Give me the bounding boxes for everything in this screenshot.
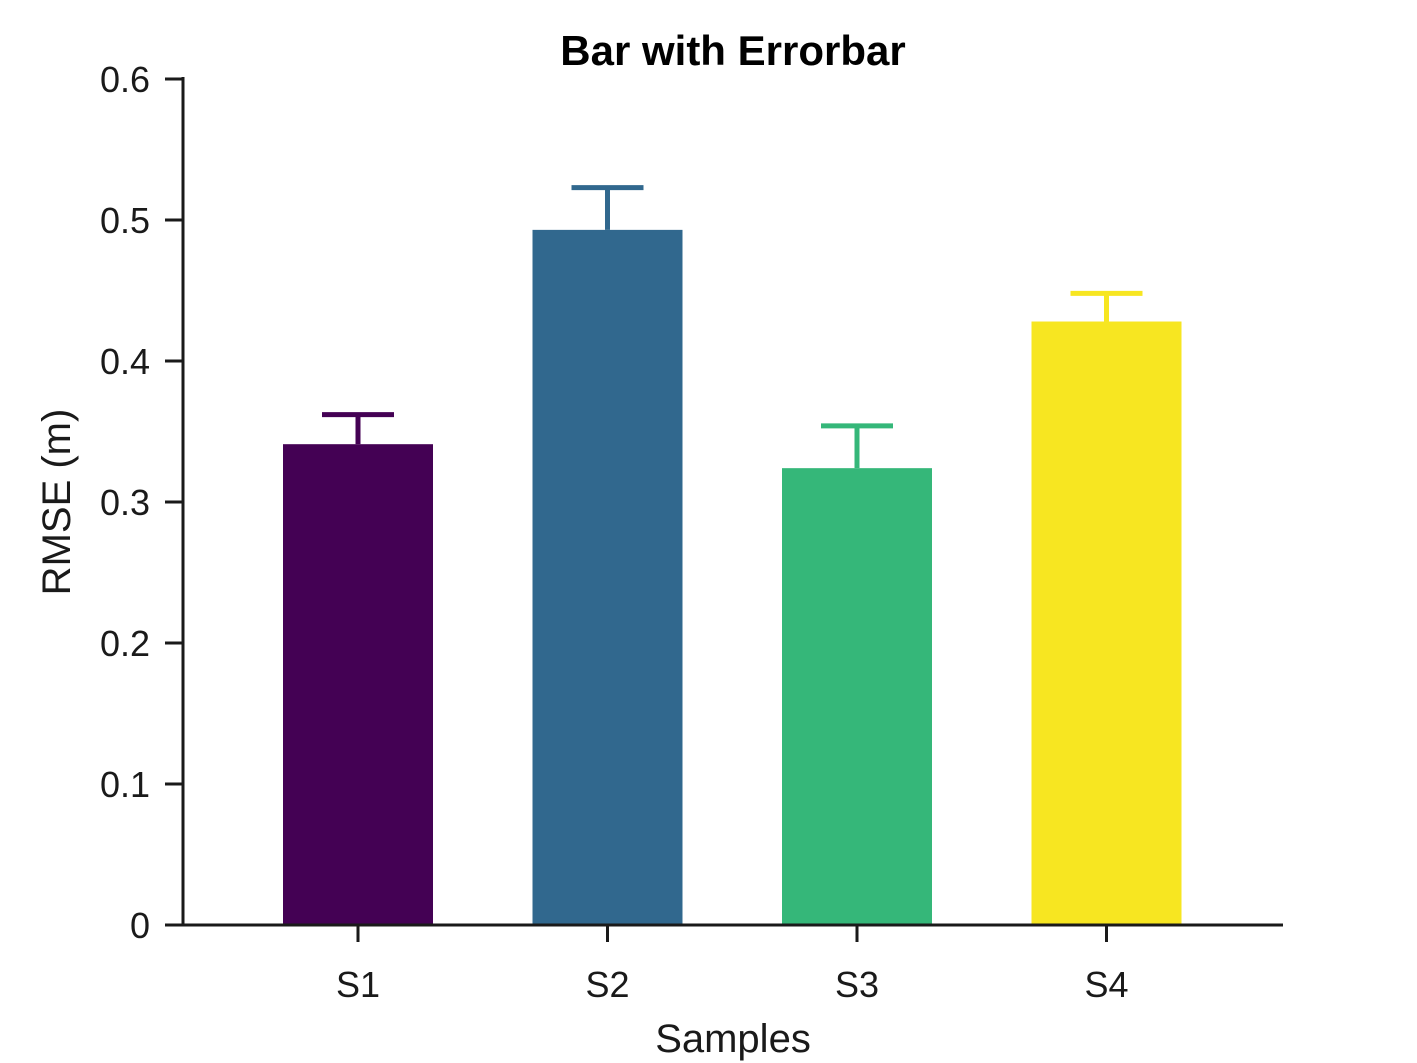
errorbar-s4 xyxy=(1070,290,1143,322)
y-tick-label: 0.6 xyxy=(100,59,150,100)
y-tick-label: 0.3 xyxy=(100,482,150,523)
y-tick-label: 0 xyxy=(130,905,150,946)
x-ticks: S1 S2 S3 S4 xyxy=(336,925,1129,1005)
bar-s4 xyxy=(1031,321,1182,925)
bar-s1 xyxy=(283,444,433,925)
y-axis-label: RMSE (m) xyxy=(35,409,79,596)
x-tick-label: S4 xyxy=(1084,964,1128,1005)
x-axis-label: Samples xyxy=(655,1017,811,1061)
bars-layer xyxy=(283,229,1182,925)
x-tick-label: S2 xyxy=(585,964,629,1005)
y-ticks: 0 0.1 0.2 0.3 0.4 0.5 0.6 xyxy=(100,59,183,946)
y-tick-label: 0.1 xyxy=(100,764,150,805)
x-tick-label: S1 xyxy=(336,964,380,1005)
y-tick-label: 0.5 xyxy=(100,200,150,241)
bar-s2 xyxy=(532,229,683,925)
x-tick-label: S3 xyxy=(835,964,879,1005)
bar-s3 xyxy=(782,468,932,925)
errorbar-s1 xyxy=(322,412,394,445)
chart-title: Bar with Errorbar xyxy=(560,27,905,74)
errorbars-layer xyxy=(322,185,1143,469)
y-tick-label: 0.4 xyxy=(100,341,150,382)
y-tick-label: 0.2 xyxy=(100,623,150,664)
errorbar-s3 xyxy=(821,423,893,469)
errorbar-s2 xyxy=(571,185,644,230)
